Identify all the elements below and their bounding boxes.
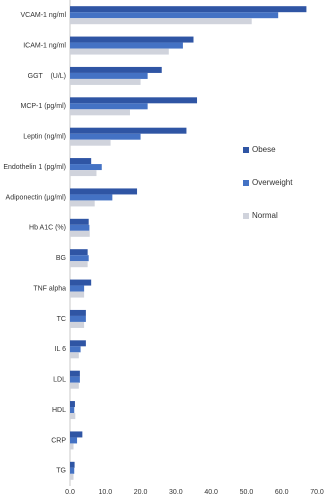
bar <box>70 370 80 377</box>
bar <box>70 401 75 408</box>
y-tick-label: LDL <box>53 377 66 384</box>
bar <box>70 255 89 262</box>
x-tick-label: 70.0 <box>310 489 324 496</box>
bar <box>70 42 183 49</box>
y-tick-label: Endothelin 1 (pg/ml) <box>3 164 66 171</box>
y-tick-label: IL 6 <box>55 346 67 353</box>
bar <box>70 6 307 13</box>
x-tick-label: 50.0 <box>240 489 254 496</box>
x-tick-label: 0.0 <box>65 489 75 496</box>
bar <box>70 218 89 225</box>
bar <box>70 473 74 480</box>
y-tick-label: TC <box>57 316 66 323</box>
bar <box>70 279 92 286</box>
bar <box>70 461 75 468</box>
legend-swatch <box>243 180 249 186</box>
y-tick-label: ICAM-1 ng/ml <box>23 42 66 49</box>
bar <box>70 194 113 201</box>
bar <box>70 109 130 116</box>
bar <box>70 12 279 19</box>
bar <box>70 407 75 414</box>
bar <box>70 18 252 25</box>
bar <box>70 382 79 389</box>
y-tick-label: HDL <box>52 407 66 414</box>
bar <box>70 249 88 256</box>
bar <box>70 200 95 207</box>
x-tick-label: 30.0 <box>169 489 183 496</box>
bar <box>70 309 86 316</box>
x-tick-label: 40.0 <box>204 489 218 496</box>
bar <box>70 291 85 298</box>
bar <box>70 431 83 438</box>
bar <box>70 321 85 328</box>
bar <box>70 36 194 43</box>
bar <box>70 133 141 140</box>
bar <box>70 413 76 420</box>
bar <box>70 103 148 110</box>
y-tick-label: Leptin (ng/ml) <box>23 134 66 141</box>
x-tick-label: 60.0 <box>275 489 289 496</box>
legend-label: Normal <box>252 211 278 220</box>
y-tick-label: VCAM-1 ng/ml <box>20 12 66 19</box>
x-tick-label: 10.0 <box>98 489 112 496</box>
bar <box>70 340 86 347</box>
bar <box>70 66 162 73</box>
y-tick-label: Adiponectin (µg/ml) <box>6 194 66 201</box>
bar <box>70 261 88 268</box>
y-tick-label: CRP <box>51 437 66 444</box>
bar <box>70 443 74 450</box>
bar <box>70 139 111 146</box>
legend-swatch <box>243 213 249 219</box>
bar <box>70 164 102 171</box>
y-tick-label: Hb A1C (%) <box>29 225 66 232</box>
bar <box>70 170 97 177</box>
x-tick-label: 20.0 <box>134 489 148 496</box>
bar <box>70 285 85 292</box>
y-tick-label: GGT (U/L) <box>28 73 66 80</box>
bar <box>70 230 90 237</box>
bar <box>70 437 78 444</box>
legend-swatch <box>243 147 249 153</box>
bar <box>70 127 187 134</box>
bar <box>70 376 80 383</box>
legend-label: Overweight <box>252 178 293 187</box>
bar <box>70 188 138 195</box>
y-tick-label: BG <box>56 255 66 262</box>
bar <box>70 48 169 55</box>
bar <box>70 346 81 353</box>
bar <box>70 72 148 79</box>
bar <box>70 97 198 104</box>
bar <box>70 467 75 474</box>
legend-label: Obese <box>252 145 276 154</box>
y-tick-label: TNF alpha <box>33 285 66 292</box>
y-tick-label: MCP-1 (pg/ml) <box>20 103 66 110</box>
bar <box>70 224 90 231</box>
bar <box>70 315 86 322</box>
bar <box>70 158 92 165</box>
y-tick-label: TG <box>56 468 66 475</box>
bar <box>70 78 141 85</box>
bar <box>70 352 79 359</box>
